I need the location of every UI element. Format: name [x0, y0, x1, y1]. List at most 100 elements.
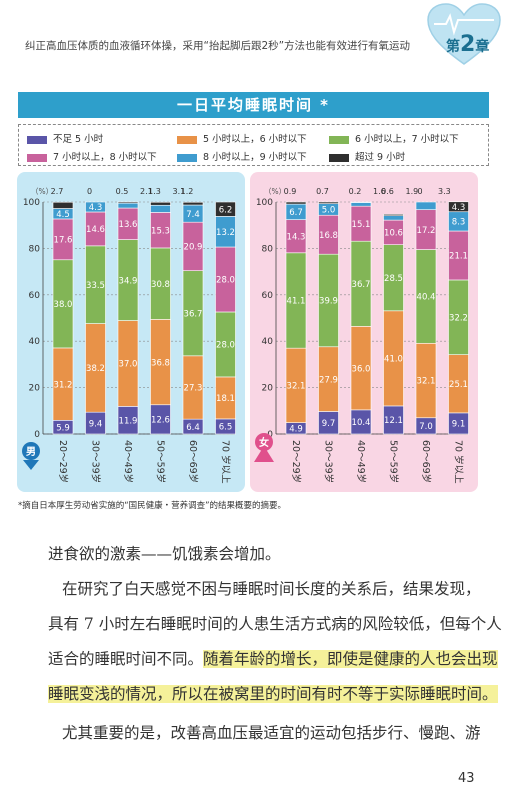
body-line-4-highlight: 随着年龄的增长，即使是健康的人也会出现 — [203, 650, 498, 668]
male-marker-icon — [22, 442, 40, 460]
data-label: 0.6 — [381, 187, 394, 196]
data-label: 34.9 — [119, 276, 138, 286]
bar-segment — [318, 201, 339, 204]
data-label: 3.3 — [438, 187, 451, 196]
running-title: 纠正高血压体质的血液循环体操，采用“抬起脚后跟2秒”方法也能有效进行有氧运动 — [25, 40, 411, 52]
y-tick-label: 80 — [29, 244, 41, 254]
data-label: 14.6 — [86, 225, 105, 235]
legend-swatch — [27, 153, 47, 162]
data-label: 1.3 — [148, 187, 161, 196]
chart-panel-male: （%） 0 20 40 60 80 100 5.9 31.2 38.0 17.6 4.5 2.7 20～2… — [17, 172, 245, 492]
legend-label: 不足 5 小时 — [53, 134, 104, 145]
bar-segment — [215, 201, 236, 217]
bar-segment — [117, 202, 139, 209]
group-label: 女 — [259, 436, 269, 449]
data-label: 16.8 — [319, 231, 338, 241]
chart-legend: 不足 5 小时 5 小时以上，6 小时以下 6 小时以上，7 小时以下 7 小时… — [18, 124, 489, 166]
body-line-4: 适合的睡眠时间不同。随着年龄的增长，即使是健康的人也会出现 — [48, 647, 498, 669]
bar-segment — [415, 201, 437, 210]
female-marker-icon — [255, 433, 273, 451]
data-label: 6.2 — [219, 205, 233, 215]
legend-swatch — [177, 153, 197, 162]
data-label: 6.5 — [219, 423, 233, 433]
data-label: 27.3 — [184, 384, 203, 394]
x-tick-label: 70 岁以上 — [220, 440, 232, 484]
body-line-2: 在研究了白天感觉不困与睡眠时间长度的关系后，结果发现， — [62, 580, 481, 598]
group-label: 男 — [26, 446, 36, 458]
data-label: 4.3 — [89, 203, 103, 213]
bar-segment — [150, 204, 171, 213]
x-tick-label: 60～69岁 — [187, 440, 199, 483]
bar-segment — [150, 201, 171, 206]
chapter-number: 2 — [460, 32, 476, 57]
legend-item-5-6: 5 小时以上，6 小时以下 — [177, 131, 307, 145]
x-tick-label: 70 岁以上 — [453, 440, 465, 484]
data-label: 0.7 — [316, 187, 329, 196]
data-label: 28.0 — [216, 341, 235, 351]
x-tick-label: 20～29岁 — [57, 440, 69, 483]
data-label: 28.0 — [216, 276, 235, 286]
data-label: 12.1 — [384, 416, 403, 426]
data-label: 36.7 — [352, 280, 371, 290]
legend-label: 6 小时以上，7 小时以下 — [355, 134, 459, 145]
bar-segment — [448, 201, 469, 213]
bar-segment — [85, 201, 106, 213]
data-label: 9.7 — [322, 419, 336, 429]
data-label: 7.4 — [186, 210, 200, 220]
bar-segment — [52, 201, 74, 209]
data-label: 37.0 — [119, 360, 138, 370]
data-label: 1.9 — [406, 187, 419, 196]
y-tick-label: 80 — [262, 244, 274, 254]
data-label: 1.2 — [181, 187, 194, 196]
x-tick-label: 50～59岁 — [388, 440, 400, 483]
data-label: 5.0 — [322, 206, 336, 216]
data-label: 14.3 — [287, 232, 306, 242]
x-tick-label: 40～49岁 — [355, 440, 367, 483]
data-label: 25.1 — [449, 380, 468, 390]
data-label: 18.1 — [216, 394, 235, 404]
body-line-4-plain: 适合的睡眠时间不同。 — [48, 650, 204, 668]
data-label: 38.2 — [86, 364, 105, 374]
data-label: 30.8 — [151, 280, 170, 290]
x-tick-label: 30～39岁 — [90, 440, 102, 483]
data-label: 6.7 — [289, 208, 303, 218]
y-axis-label: （%） — [264, 187, 286, 196]
y-tick-label: 0 — [34, 430, 40, 440]
y-tick-label: 40 — [29, 337, 41, 347]
data-label: 0.9 — [284, 187, 297, 196]
data-label: 10.6 — [384, 229, 403, 239]
body-line-3: 具有 7 小时左右睡眠时间的人患生活方式病的风险较低，但每个人 — [48, 615, 502, 633]
body-line-5: 睡眠变浅的情况，所以在被窝里的时间有时不等于实际睡眠时间。 — [48, 682, 498, 704]
data-label: 3.1 — [173, 187, 186, 196]
data-label: 36.7 — [184, 309, 203, 319]
data-label: 0.5 — [116, 187, 129, 196]
legend-item-7-8: 7 小时以上，8 小时以下 — [27, 149, 157, 163]
data-label: 13.2 — [216, 228, 235, 238]
data-label: 41.0 — [384, 355, 403, 365]
chart-footnote: *摘自日本厚生劳动省实施的“国民健康・营养调查”的结果概要的摘要。 — [18, 501, 287, 511]
y-tick-label: 40 — [262, 337, 274, 347]
data-label: 9.4 — [89, 419, 103, 429]
y-tick-label: 100 — [256, 198, 273, 208]
legend-label: 7 小时以上，8 小时以下 — [53, 152, 157, 163]
legend-label: 5 小时以上，6 小时以下 — [203, 134, 307, 145]
data-label: 4.9 — [289, 425, 303, 435]
data-label: 28.5 — [384, 274, 403, 284]
legend-label: 8 小时以上，9 小时以下 — [203, 152, 307, 163]
data-label: 0 — [87, 187, 92, 196]
data-label: 32.1 — [417, 377, 436, 387]
data-label: 10.4 — [352, 418, 371, 428]
body-line-6: 尤其重要的是，改善高血压最适宜的运动包括步行、慢跑、游 — [62, 724, 481, 742]
chapter-prefix: 第 — [446, 39, 460, 55]
data-label: 2.1 — [140, 187, 153, 196]
data-label: 21.1 — [449, 252, 468, 262]
data-label: 27.9 — [319, 375, 338, 385]
chart-male: （%） 0 20 40 60 80 100 5.9 31.2 38.0 17.6 4.5 2.7 20～2… — [22, 187, 236, 484]
body-line-1: 进食欲的激素——饥饿素会增加。 — [48, 545, 281, 563]
data-label: 1.6 — [373, 187, 386, 196]
y-tick-label: 60 — [262, 291, 274, 301]
legend-item-lt5: 不足 5 小时 — [27, 131, 103, 145]
x-tick-label: 50～59岁 — [155, 440, 167, 483]
data-label: 4.3 — [452, 203, 466, 213]
data-label: 15.3 — [151, 226, 170, 236]
